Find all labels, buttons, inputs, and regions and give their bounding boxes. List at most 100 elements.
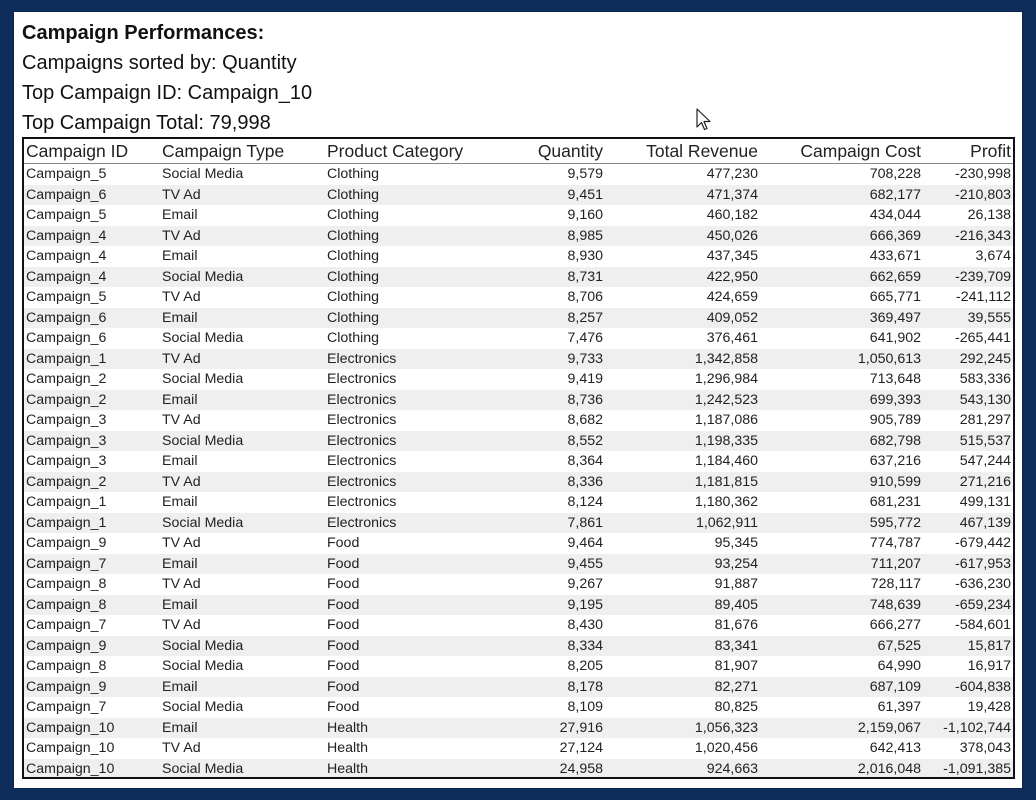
campaign-cost-cell: 2,159,067 xyxy=(760,717,923,738)
campaign-data-table: Campaign ID Campaign Type Product Catego… xyxy=(24,139,1013,777)
product-category-cell: Food xyxy=(325,676,495,697)
campaign-type-cell: TV Ad xyxy=(162,617,201,634)
total-revenue-cell: 1,187,086 xyxy=(694,412,758,429)
top-campaign-id: Top Campaign ID: Campaign_10 xyxy=(22,82,313,104)
product-category-cell: Clothing xyxy=(327,248,380,265)
table-row: Campaign_2 Social Media Electronics 9,419 1,… xyxy=(24,369,1013,390)
quantity-cell: 8,205 xyxy=(567,658,603,675)
campaign-id-cell: Campaign_2 xyxy=(24,471,160,492)
campaign-cost-cell: 665,771 xyxy=(869,289,921,306)
campaign-cost-cell: 713,648 xyxy=(869,371,921,388)
total-revenue-cell: 460,182 xyxy=(706,207,758,224)
total-revenue-cell: 82,271 xyxy=(605,676,760,697)
campaign-type-cell: TV Ad xyxy=(162,289,201,306)
quantity-cell: 9,733 xyxy=(495,348,605,369)
campaign-id-cell: Campaign_10 xyxy=(26,740,115,757)
campaign-cost-cell: 905,789 xyxy=(869,412,921,429)
product-category-cell: Health xyxy=(327,740,369,757)
quantity-cell: 9,195 xyxy=(495,594,605,615)
campaign-id-cell: Campaign_3 xyxy=(26,453,107,470)
campaign-id-cell: Campaign_5 xyxy=(26,289,107,306)
campaign-id-cell: Campaign_2 xyxy=(26,371,107,388)
profit-cell: 547,244 xyxy=(959,453,1011,470)
campaign-type-cell: TV Ad xyxy=(160,471,325,492)
profit-cell: -239,709 xyxy=(923,266,1013,287)
profit-cell: 292,245 xyxy=(923,348,1013,369)
quantity-cell: 9,160 xyxy=(567,207,603,224)
total-revenue-cell: 376,461 xyxy=(706,330,758,347)
quantity-cell: 9,419 xyxy=(567,371,603,388)
quantity-cell: 8,257 xyxy=(495,307,605,328)
quantity-cell: 7,861 xyxy=(495,512,605,533)
table-row: Campaign_10 Email Health 27,916 1,056,323 2,1… xyxy=(24,717,1013,738)
slide-header-strip xyxy=(0,0,1036,12)
column-header-total-revenue: Total Revenue xyxy=(605,139,760,164)
total-revenue-cell: 1,180,362 xyxy=(694,494,758,511)
campaign-id-cell: Campaign_1 xyxy=(24,348,160,369)
table-row: Campaign_9 TV Ad Food 9,464 95,345 774,787 -67… xyxy=(24,533,1013,554)
campaign-cost-cell: 748,639 xyxy=(760,594,923,615)
profit-cell: 281,297 xyxy=(959,412,1011,429)
campaign-cost-cell: 666,277 xyxy=(869,617,921,634)
campaign-type-cell: Social Media xyxy=(160,430,325,451)
campaign-cost-cell: 67,525 xyxy=(760,635,923,656)
total-revenue-cell: 422,950 xyxy=(605,266,760,287)
quantity-cell: 9,455 xyxy=(495,553,605,574)
quantity-cell: 8,336 xyxy=(495,471,605,492)
campaign-type-cell: TV Ad xyxy=(162,535,201,552)
column-header-campaign-type: Campaign Type xyxy=(160,139,325,164)
profit-cell: 499,131 xyxy=(959,494,1011,511)
product-category-cell: Food xyxy=(325,594,495,615)
campaign-id-cell: Campaign_9 xyxy=(24,635,160,656)
profit-cell: -1,091,385 xyxy=(923,758,1013,777)
campaign-id-cell: Campaign_9 xyxy=(24,676,160,697)
campaign-cost-cell: 910,599 xyxy=(760,471,923,492)
product-category-cell: Clothing xyxy=(325,225,495,246)
product-category-cell: Electronics xyxy=(325,471,495,492)
campaign-type-cell: TV Ad xyxy=(162,576,201,593)
campaign-cost-cell: 662,659 xyxy=(760,266,923,287)
profit-cell: -659,234 xyxy=(923,594,1013,615)
profit-cell: 19,428 xyxy=(967,699,1011,716)
total-revenue-cell: 924,663 xyxy=(605,758,760,777)
campaign-id-cell: Campaign_4 xyxy=(24,266,160,287)
campaign-type-cell: Email xyxy=(162,248,198,265)
product-category-cell: Electronics xyxy=(327,412,397,429)
total-revenue-cell: 477,230 xyxy=(706,166,758,183)
total-revenue-cell: 95,345 xyxy=(714,535,758,552)
profit-cell: 15,817 xyxy=(923,635,1013,656)
quantity-cell: 8,430 xyxy=(567,617,603,634)
product-category-cell: Clothing xyxy=(325,266,495,287)
total-revenue-cell: 1,242,523 xyxy=(605,389,760,410)
product-category-cell: Clothing xyxy=(327,330,380,347)
quantity-cell: 9,579 xyxy=(567,166,603,183)
quantity-cell: 8,109 xyxy=(567,699,603,716)
total-revenue-cell: 1,062,911 xyxy=(605,512,760,533)
quantity-cell: 9,267 xyxy=(567,576,603,593)
product-category-cell: Food xyxy=(327,658,360,675)
campaign-id-cell: Campaign_4 xyxy=(24,225,160,246)
table-row: Campaign_3 Social Media Electronics 8,552 1,… xyxy=(24,430,1013,451)
table-row: Campaign_4 Email Clothing 8,930 437,345 433,6… xyxy=(24,246,1013,267)
total-revenue-cell: 1,296,984 xyxy=(694,371,758,388)
product-category-cell: Food xyxy=(327,699,360,716)
campaign-type-cell: Social Media xyxy=(162,658,244,675)
table-body: Campaign_5 Social Media Clothing 9,579 477,2… xyxy=(24,164,1013,777)
profit-cell: 26,138 xyxy=(967,207,1011,224)
top-campaign-total: Top Campaign Total: 79,998 xyxy=(22,112,271,134)
quantity-cell: 8,985 xyxy=(495,225,605,246)
profit-cell: -241,112 xyxy=(956,289,1011,306)
total-revenue-cell: 81,676 xyxy=(714,617,758,634)
profit-cell: -584,601 xyxy=(954,617,1011,634)
table-row: Campaign_3 Email Electronics 8,364 1,184,460… xyxy=(24,451,1013,472)
campaign-cost-cell: 728,117 xyxy=(870,576,921,593)
campaign-cost-cell: 1,050,613 xyxy=(760,348,923,369)
total-revenue-cell: 1,056,323 xyxy=(605,717,760,738)
product-category-cell: Health xyxy=(325,758,495,777)
total-revenue-cell: 91,887 xyxy=(714,576,758,593)
campaign-cost-cell: 2,016,048 xyxy=(760,758,923,777)
campaign-type-cell: Email xyxy=(160,553,325,574)
mouse-pointer-icon xyxy=(696,108,711,131)
profit-cell: 543,130 xyxy=(923,389,1013,410)
campaign-cost-cell: 682,177 xyxy=(760,184,923,205)
